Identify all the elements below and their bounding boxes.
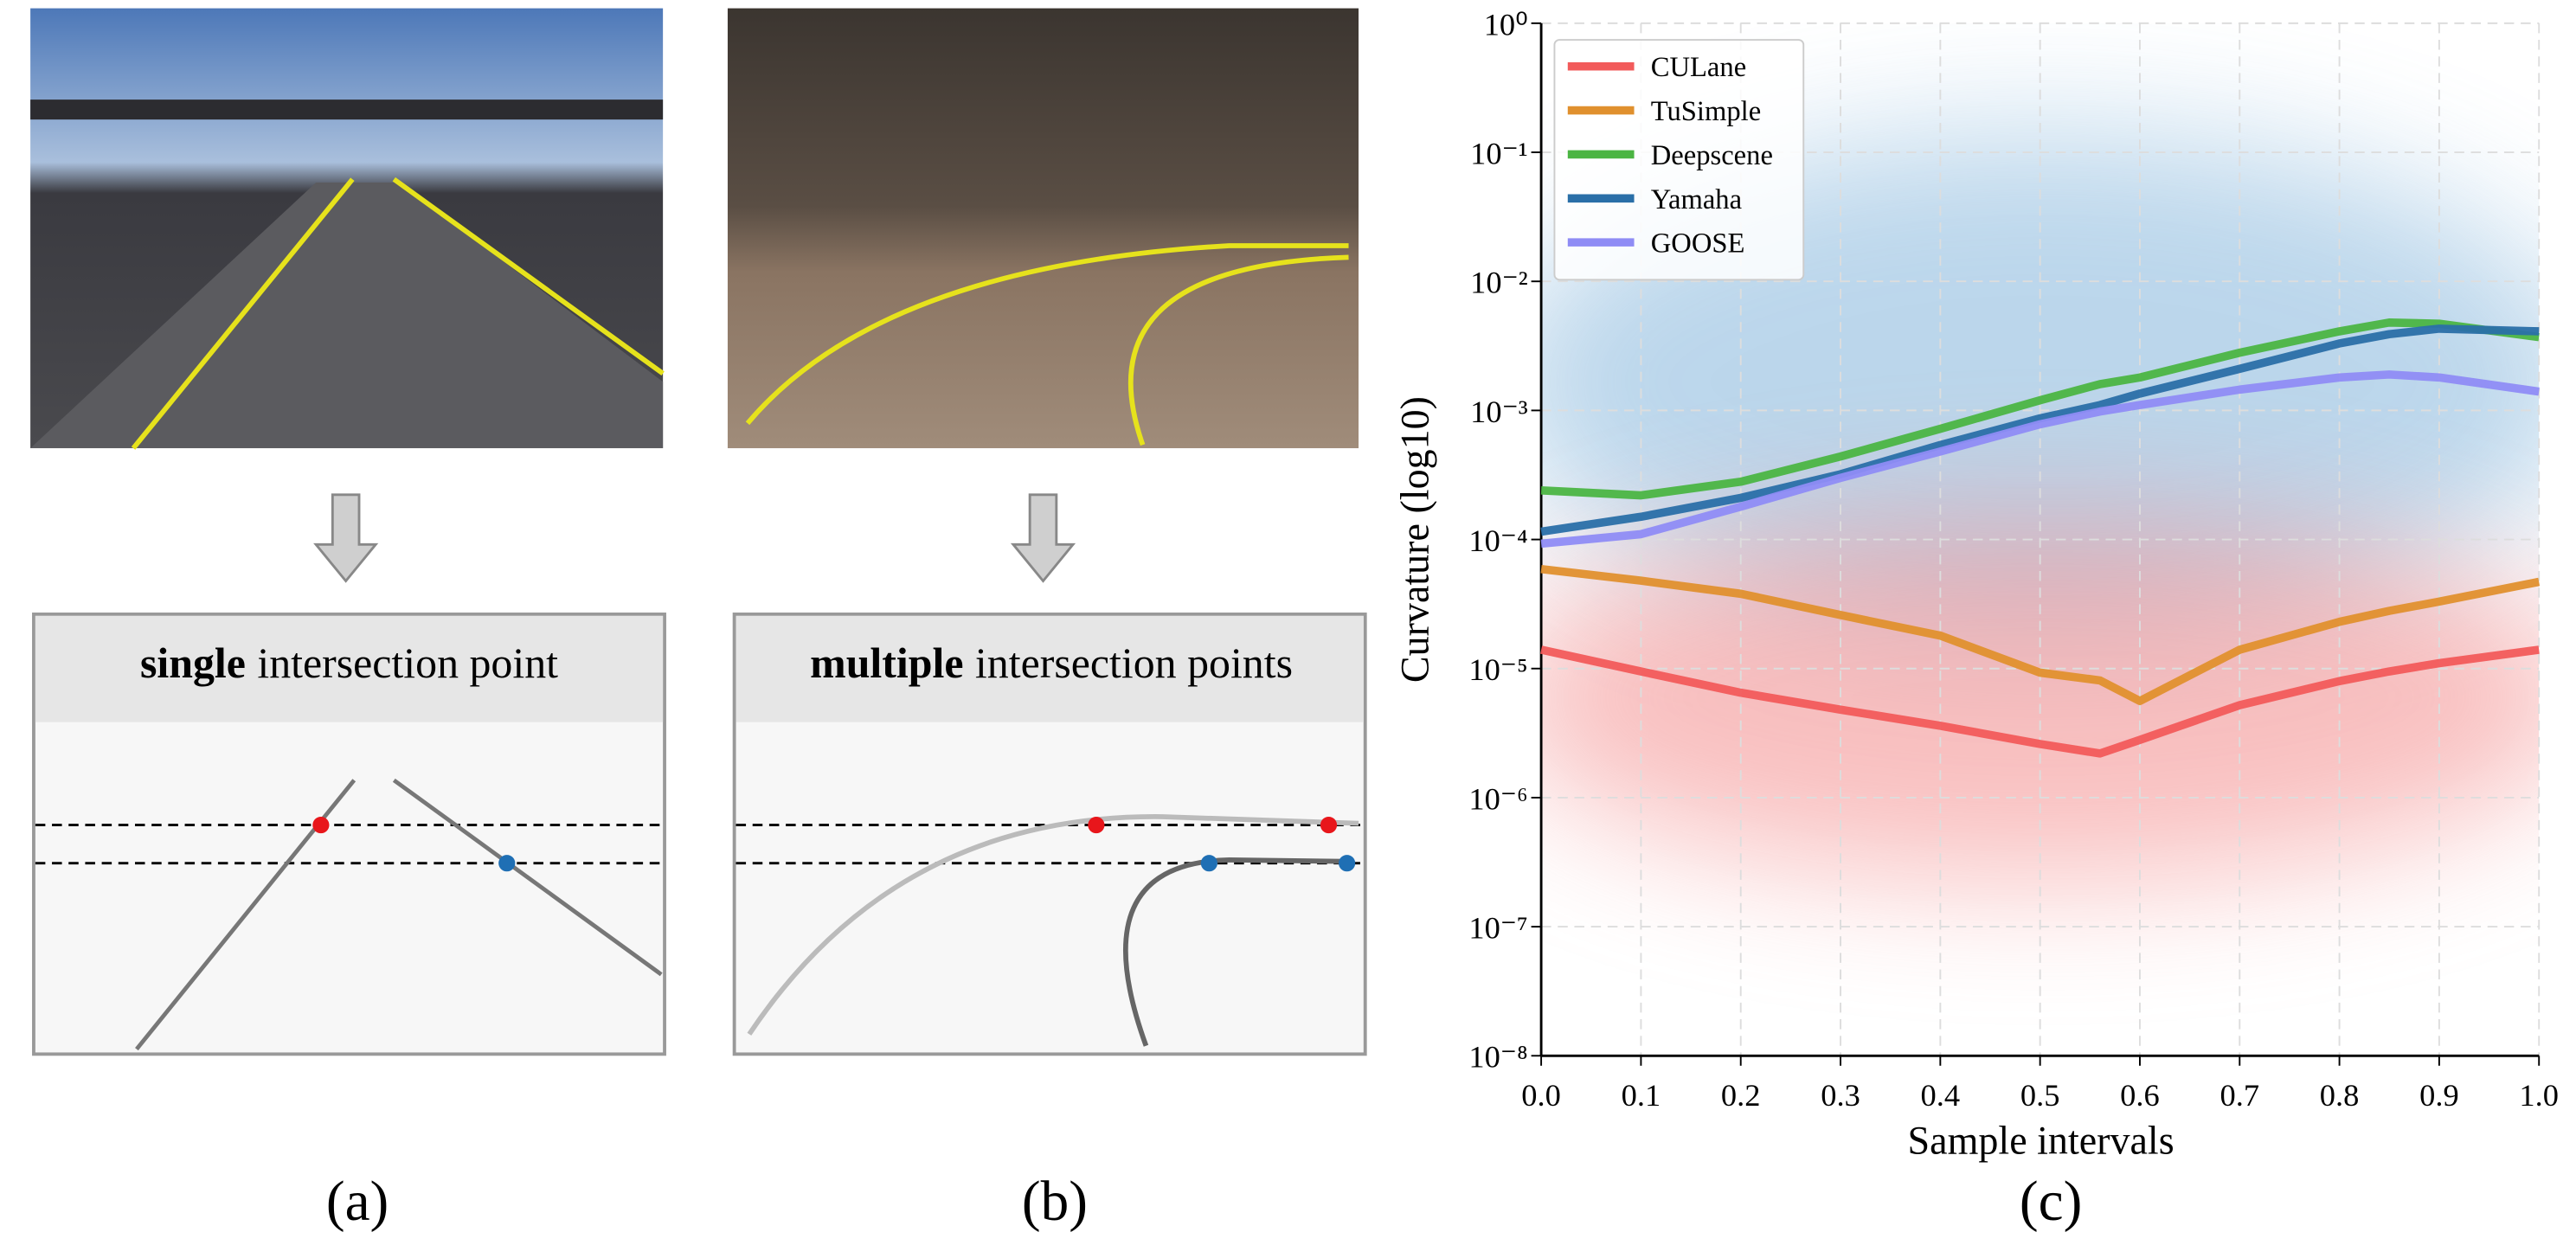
caption: (c) (2020, 1171, 2082, 1233)
page: singleintersection point multipleinterse… (0, 0, 2576, 1245)
x-axis-label: Sample intervals (1908, 1118, 2175, 1162)
title-bold: multiple (810, 639, 963, 687)
legend-label: GOOSE (1651, 228, 1745, 260)
y-tick-label: 10⁰ (1484, 7, 1528, 42)
caption: (a) (326, 1171, 389, 1233)
x-tick-label: 1.0 (2519, 1078, 2559, 1113)
x-tick-label: 0.7 (2220, 1078, 2260, 1113)
legend-label: Yamaha (1651, 184, 1743, 215)
x-tick-label: 0.9 (2419, 1078, 2459, 1113)
x-tick-label: 0.3 (1821, 1078, 1860, 1113)
y-axis-label: Curvature (log10) (1393, 396, 1437, 683)
y-tick-label: 10⁻⁴ (1468, 523, 1527, 558)
y-tick-label: 10⁻⁸ (1468, 1040, 1527, 1075)
x-tick-label: 0.2 (1721, 1078, 1761, 1113)
title-rest: intersection points (975, 639, 1293, 687)
photo-highway (30, 9, 663, 448)
x-tick-label: 0.5 (2020, 1078, 2060, 1113)
arrow (316, 495, 376, 581)
legend-label: TuSimple (1651, 96, 1761, 127)
y-tick-label: 10⁻² (1470, 266, 1528, 300)
y-tick-label: 10⁻³ (1470, 395, 1528, 429)
x-tick-label: 0.1 (1622, 1078, 1661, 1113)
x-tick-label: 0.0 (1521, 1078, 1561, 1113)
title-bold: single (140, 639, 246, 687)
title-rest: intersection point (257, 639, 558, 687)
legend-label: CULane (1651, 52, 1746, 83)
arrow (1013, 495, 1073, 581)
x-tick-label: 0.6 (2120, 1078, 2160, 1113)
caption: (b) (1022, 1171, 1088, 1233)
photo-forest (728, 9, 1359, 448)
figure: singleintersection point multipleinterse… (0, 0, 2576, 1245)
x-tick-label: 0.4 (1921, 1078, 1961, 1113)
legend-label: Deepscene (1651, 140, 1773, 171)
y-tick-label: 10⁻⁵ (1468, 652, 1527, 687)
x-tick-label: 0.8 (2320, 1078, 2360, 1113)
y-tick-label: 10⁻⁶ (1468, 781, 1527, 816)
y-tick-label: 10⁻¹ (1470, 136, 1528, 170)
y-tick-label: 10⁻⁷ (1468, 911, 1527, 946)
